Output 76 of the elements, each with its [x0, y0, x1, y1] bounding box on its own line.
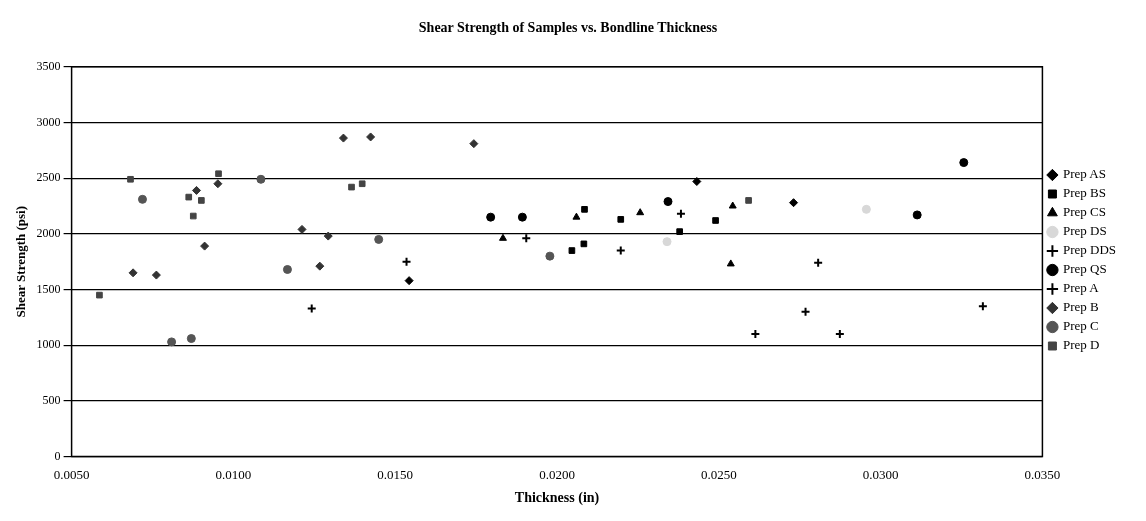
point: [662, 237, 672, 247]
point: [636, 208, 645, 216]
point: [580, 240, 588, 248]
point: [127, 175, 134, 183]
legend-label: Prep AS: [1062, 166, 1106, 182]
point: [185, 193, 193, 201]
legend-label: Prep B: [1062, 299, 1099, 315]
point: [572, 212, 581, 220]
chart-title: Shear Strength of Samples vs. Bondline Thickness: [418, 20, 718, 36]
point: [151, 270, 161, 280]
point: [198, 197, 205, 204]
legend-label: Prep DS: [1062, 223, 1107, 239]
point: [338, 133, 348, 143]
point: [663, 197, 673, 207]
point: [358, 180, 366, 188]
y-tick-label: 1000: [36, 337, 61, 352]
y-tick-label: 3000: [36, 114, 61, 129]
point: [712, 217, 719, 224]
point: [959, 158, 969, 168]
point: [213, 179, 223, 189]
x-tick-label: 0.0200: [539, 466, 575, 482]
point: [499, 233, 507, 241]
point: [617, 216, 625, 223]
point: [374, 234, 384, 244]
point: [568, 247, 576, 254]
point: [486, 212, 496, 222]
y-tick-label: 2000: [36, 226, 61, 241]
point: [96, 291, 103, 299]
x-tick-label: 0.0100: [215, 466, 252, 482]
x-tick-label: 0.0300: [862, 466, 899, 482]
y-tick-label: 0: [54, 448, 61, 463]
point: [861, 204, 871, 214]
point: [128, 268, 138, 278]
point: [297, 224, 307, 234]
point: [215, 170, 222, 178]
point: [517, 212, 527, 222]
legend-label: Prep CS: [1062, 204, 1106, 220]
point: [581, 206, 588, 213]
point: [189, 212, 197, 220]
point: [192, 185, 202, 195]
point: [469, 139, 479, 149]
x-tick-label: 0.0050: [53, 466, 90, 482]
point: [167, 337, 177, 347]
point: [282, 265, 292, 274]
legend-label: Prep C: [1062, 318, 1099, 334]
point: [323, 231, 333, 241]
point: [366, 132, 376, 142]
point: [912, 210, 922, 220]
point: [692, 177, 702, 187]
y-tick-label: 500: [42, 393, 61, 408]
point: [348, 183, 355, 191]
y-tick-label: 1500: [36, 281, 61, 296]
y-tick-label: 2500: [36, 170, 61, 185]
point: [315, 261, 325, 271]
point: [789, 198, 799, 208]
point: [545, 251, 555, 261]
legend-label: Prep D: [1062, 337, 1100, 353]
y-tick-label: 3500: [36, 58, 61, 73]
x-tick-label: 0.0350: [1024, 466, 1061, 482]
legend-label: Prep DDS: [1062, 242, 1117, 258]
point: [186, 334, 196, 344]
point: [676, 228, 683, 235]
point: [137, 194, 147, 204]
point: [404, 276, 414, 286]
legend-label: Prep A: [1062, 280, 1100, 296]
point: [728, 201, 737, 209]
y-axis-title: Shear Strength (psi): [13, 205, 29, 318]
legend-label: Prep QS: [1062, 261, 1107, 277]
legend-label: Prep BS: [1062, 185, 1106, 201]
point: [726, 259, 735, 267]
x-tick-label: 0.0250: [700, 466, 737, 482]
x-axis-title: Thickness (in): [514, 490, 600, 507]
point: [200, 241, 210, 251]
point: [745, 197, 752, 204]
point: [256, 174, 266, 184]
x-tick-label: 0.0150: [377, 466, 414, 482]
